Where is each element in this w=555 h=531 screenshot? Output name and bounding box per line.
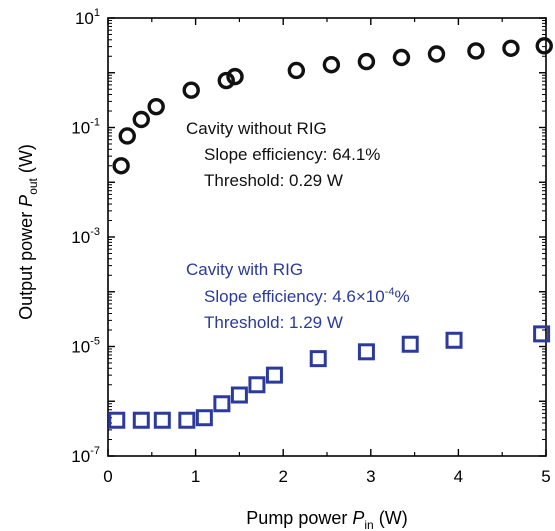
data-point-circle <box>535 37 553 55</box>
data-point-square <box>401 335 419 353</box>
x-tick-label: 2 <box>278 467 287 486</box>
annotation-with-rig-slope-unit: % <box>394 287 409 306</box>
x-axis-title-unit: (W) <box>374 508 408 528</box>
y-tick-label: 10-5 <box>71 336 100 357</box>
annotation-without-rig-threshold: Threshold: 0.29 W <box>204 171 343 190</box>
annotation-with-rig-slope-text: Slope efficiency: 4.6×10 <box>204 287 385 306</box>
axis-ticks <box>107 17 547 457</box>
y-tick-label: 101 <box>75 7 100 28</box>
data-point-square <box>178 411 196 429</box>
series-without-rig <box>112 37 553 175</box>
x-tick-label: 3 <box>366 467 375 486</box>
y-axis-title-main: Output power <box>16 207 36 320</box>
data-point-circle <box>147 97 165 116</box>
x-tick-label: 0 <box>103 467 112 486</box>
x-axis-title-sub: in <box>364 518 373 531</box>
plot-frame <box>107 17 547 457</box>
y-tick-label: 10-1 <box>71 117 100 138</box>
x-tick-label: 5 <box>541 467 550 486</box>
data-point-circle <box>287 61 306 80</box>
data-point-square <box>309 350 327 368</box>
data-point-circle <box>427 45 446 63</box>
y-tick-label: 10-7 <box>71 445 100 466</box>
data-point-square <box>533 325 551 343</box>
annotation-without-rig: Cavity without RIG Slope efficiency: 64.… <box>186 119 380 190</box>
annotation-with-rig-slope-exp: -4 <box>385 286 395 298</box>
data-point-square <box>132 411 150 429</box>
data-point-square <box>230 386 248 404</box>
data-point-circle <box>226 67 244 86</box>
data-point-circle <box>357 52 376 71</box>
data-point-square <box>108 411 126 429</box>
annotation-without-rig-title: Cavity without RIG <box>186 119 327 138</box>
series-with-rig <box>108 325 551 429</box>
data-point-square <box>445 331 463 349</box>
data-point-square <box>265 366 283 384</box>
x-axis-title: Pump power Pin (W) <box>246 508 407 531</box>
data-point-circle <box>132 110 150 129</box>
data-point-circle <box>392 48 411 67</box>
data-point-circle <box>118 127 136 145</box>
x-axis-title-main: Pump power <box>246 508 352 528</box>
data-point-square <box>248 376 266 394</box>
data-point-circle <box>217 71 235 90</box>
annotation-with-rig-title: Cavity with RIG <box>186 260 303 279</box>
y-tick-label: 10-3 <box>71 226 100 247</box>
data-point-circle <box>502 39 520 57</box>
annotation-with-rig: Cavity with RIG Slope efficiency: 4.6×10… <box>186 260 410 332</box>
x-axis-title-var: P <box>352 508 364 528</box>
annotation-without-rig-slope: Slope efficiency: 64.1% <box>204 145 380 164</box>
tick-labels: 0 1 2 3 4 5 101 10-1 10-3 10-5 10-7 <box>71 7 550 486</box>
annotation-with-rig-threshold: Threshold: 1.29 W <box>204 313 343 332</box>
data-point-circle <box>112 157 130 175</box>
data-point-circle <box>467 42 485 60</box>
y-axis-title-sub: out <box>26 177 40 194</box>
x-tick-label: 4 <box>454 467 463 486</box>
data-point-square <box>357 343 375 361</box>
annotation-with-rig-slope: Slope efficiency: 4.6×10-4% <box>204 286 410 306</box>
x-tick-label: 1 <box>191 467 200 486</box>
data-point-square <box>213 395 231 413</box>
data-point-square <box>195 409 213 427</box>
data-point-circle <box>322 56 341 74</box>
data-point-circle <box>182 81 200 99</box>
y-axis-title-var: P <box>16 195 36 207</box>
y-axis-title-unit: (W) <box>16 144 36 178</box>
y-axis-title: Output power Pout (W) <box>16 144 40 320</box>
data-point-square <box>153 411 171 429</box>
